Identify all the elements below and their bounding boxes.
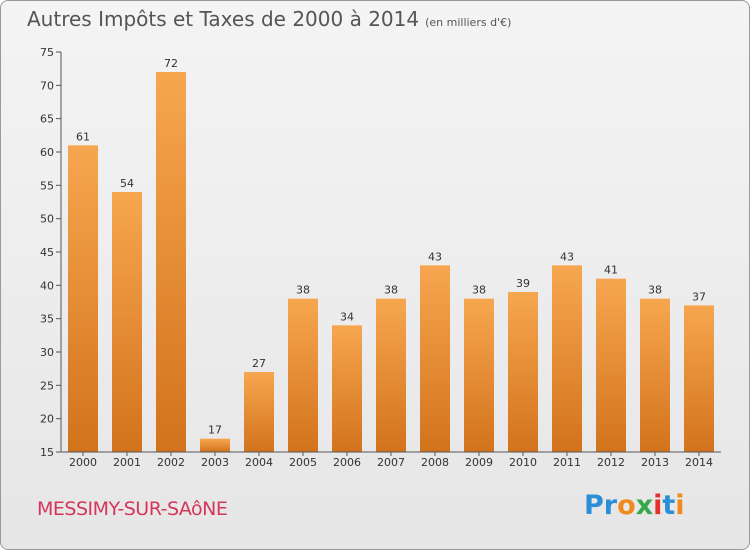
- x-axis-labels: 2000 2001 2002 2003 2004 2005 2006 2007 2008 2009…: [69, 452, 713, 469]
- x-tick-label: 2004: [245, 456, 273, 469]
- bar: [508, 292, 538, 452]
- bar-value-label: 38: [384, 284, 398, 297]
- bar: [68, 145, 98, 453]
- bar-value-label: 38: [472, 284, 486, 297]
- logo-letter: x: [635, 490, 654, 521]
- bar: [112, 192, 142, 452]
- y-tick-label: 55: [40, 179, 54, 192]
- logo-letter: i: [675, 490, 685, 521]
- logo-letter: o: [617, 490, 636, 521]
- proxiti-logo: Proxiti: [584, 490, 685, 521]
- bar-value-label: 34: [340, 310, 354, 323]
- bar: [200, 438, 230, 452]
- chart-title: Autres Impôts et Taxes de 2000 à 2014 (en…: [27, 7, 511, 31]
- bar: [684, 305, 714, 452]
- city-name: MESSIMY-SUR-SAôNE: [37, 498, 228, 520]
- y-tick-label: 45: [40, 246, 54, 259]
- bar: [464, 298, 494, 452]
- bar-value-label: 43: [428, 250, 442, 263]
- x-tick-label: 2011: [553, 456, 581, 469]
- x-tick-label: 2010: [509, 456, 537, 469]
- bar-value-label: 37: [692, 290, 706, 303]
- x-tick-label: 2000: [69, 456, 97, 469]
- y-tick-label: 30: [40, 346, 54, 359]
- bar-value-label: 43: [560, 250, 574, 263]
- x-tick-label: 2014: [685, 456, 713, 469]
- title-text: Autres Impôts et Taxes de 2000 à 2014: [27, 7, 420, 31]
- bar-value-label: 61: [76, 130, 90, 143]
- logo-letter: P: [584, 490, 604, 521]
- y-tick-label: 40: [40, 279, 54, 292]
- logo-letter: t: [662, 490, 676, 521]
- bar-value-label: 39: [516, 277, 530, 290]
- bar-value-label: 38: [296, 284, 310, 297]
- bar: [244, 372, 274, 452]
- bars-group: 61 54 72 17 27 38 34 38 43 38 39 43 41 38 37: [68, 57, 714, 453]
- bar: [640, 298, 670, 452]
- bar-value-label: 72: [164, 57, 178, 70]
- x-tick-label: 2007: [377, 456, 405, 469]
- logo-letter: i: [653, 490, 663, 521]
- unit-note: (en milliers d'€): [425, 16, 512, 29]
- bar-value-label: 27: [252, 357, 266, 370]
- logo-letter: r: [603, 490, 618, 521]
- x-tick-label: 2001: [113, 456, 141, 469]
- bar-value-label: 17: [208, 424, 222, 437]
- bar: [376, 298, 406, 452]
- y-tick-label: 35: [40, 313, 54, 326]
- x-tick-label: 2006: [333, 456, 361, 469]
- bar-value-label: 38: [648, 284, 662, 297]
- x-tick-label: 2002: [157, 456, 185, 469]
- y-tick-label: 60: [40, 146, 54, 159]
- bar-value-label: 54: [120, 177, 134, 190]
- bar-value-label: 41: [604, 264, 618, 277]
- y-tick-label: 75: [40, 46, 54, 59]
- x-tick-label: 2012: [597, 456, 625, 469]
- y-axis-ticks: 15 20 25 30 35 40 45 50 55 60 65 70 75: [40, 46, 61, 459]
- y-tick-label: 50: [40, 213, 54, 226]
- x-tick-label: 2008: [421, 456, 449, 469]
- x-tick-label: 2013: [641, 456, 669, 469]
- bar: [552, 265, 582, 452]
- bar: [156, 72, 186, 452]
- x-tick-label: 2005: [289, 456, 317, 469]
- bar: [288, 298, 318, 452]
- bar: [420, 265, 450, 452]
- x-tick-label: 2003: [201, 456, 229, 469]
- y-tick-label: 20: [40, 413, 54, 426]
- y-tick-label: 65: [40, 113, 54, 126]
- y-tick-label: 70: [40, 79, 54, 92]
- x-tick-label: 2009: [465, 456, 493, 469]
- y-tick-label: 15: [40, 446, 54, 459]
- bar: [596, 278, 626, 452]
- bar: [332, 325, 362, 452]
- y-tick-label: 25: [40, 379, 54, 392]
